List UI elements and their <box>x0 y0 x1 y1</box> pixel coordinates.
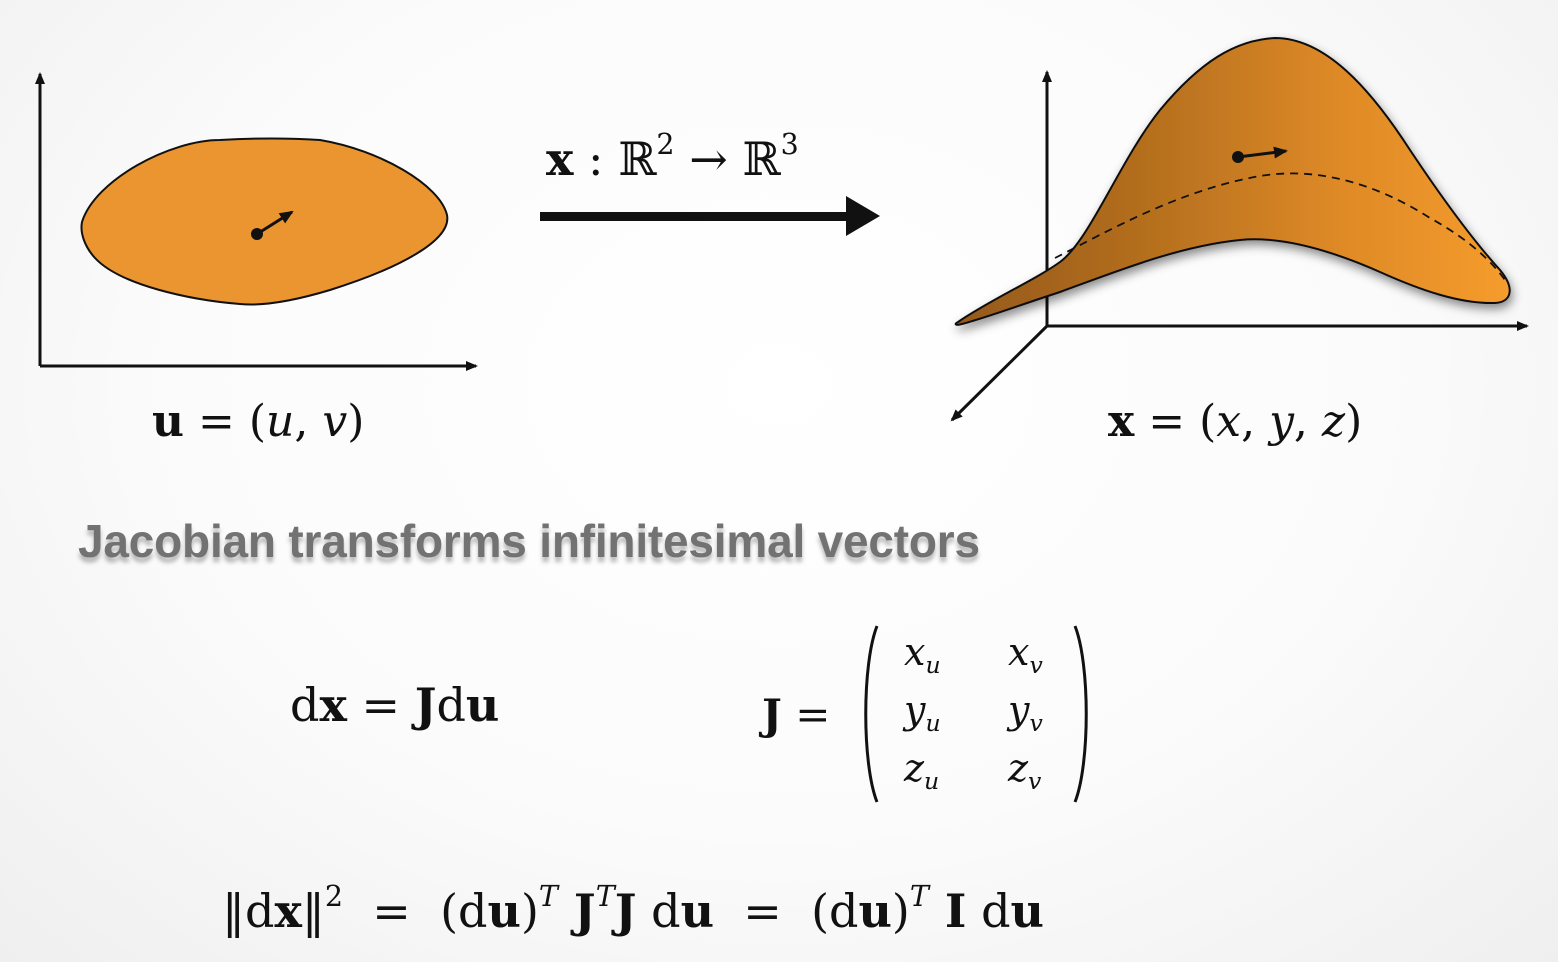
eq2-eq2: = <box>714 884 812 938</box>
cell-var: y <box>904 688 926 732</box>
map-x: x <box>546 132 574 186</box>
eq2-x: x <box>274 884 302 938</box>
cell-r2c0: zu <box>904 746 939 795</box>
jacobian-matrix: xu xv yu yv zu zv <box>860 624 1092 804</box>
jacobian-lhs: J = <box>762 690 830 739</box>
eq2-p1c: ) <box>520 884 539 938</box>
param-eq: = ( <box>184 396 267 447</box>
eq2-norm-open: ‖d <box>222 884 275 938</box>
param-close: ) <box>347 396 365 447</box>
jacobian-equation: dx = Jdu <box>290 678 499 732</box>
cell-sub: v <box>1029 651 1043 680</box>
eq2-u5: u <box>1010 884 1044 938</box>
cell-sub: u <box>924 767 940 796</box>
cell-sub: v <box>1028 767 1042 796</box>
right-paren <box>1073 625 1088 803</box>
left-paren <box>864 625 879 803</box>
eq2-p1: (d <box>440 884 488 938</box>
pos-y: y <box>1269 396 1294 447</box>
jac-J: J <box>762 690 782 739</box>
position-label: x = (x, y, z) <box>1108 396 1362 447</box>
cell-sub: u <box>925 651 941 680</box>
tangent-vector-left <box>251 210 294 240</box>
left-axes <box>35 72 478 371</box>
map-arrow-symbol: → <box>674 132 743 186</box>
cell-var: y <box>1008 688 1030 732</box>
eq1-d1: d <box>290 678 320 732</box>
eq1-d2: d <box>436 678 466 732</box>
map-arrow <box>540 196 880 236</box>
eq2-eq1: = <box>343 884 441 938</box>
section-heading: Jacobian transforms infinitesimal vector… <box>78 515 980 567</box>
eq2-d5: d <box>966 884 1011 938</box>
eq1-eq: = <box>346 678 415 732</box>
eq2-J1: J <box>557 884 596 938</box>
cell-var: z <box>1008 746 1029 790</box>
param-v: v <box>322 396 348 447</box>
eq2-T2: T <box>595 879 615 913</box>
eq1-J: J <box>414 678 437 732</box>
map-domain-exp: 2 <box>656 127 675 161</box>
cell-var: z <box>904 746 925 790</box>
param-u: u <box>266 396 295 447</box>
eq2-d3: d <box>636 884 681 938</box>
eq1-x: x <box>319 678 347 732</box>
parameter-label: u = (u, v) <box>152 396 364 447</box>
eq2-u3: u <box>680 884 715 938</box>
cell-var: x <box>1008 630 1030 674</box>
pos-sep1: , <box>1241 396 1270 447</box>
jac-eq: = <box>781 690 831 739</box>
map-domain: ℝ <box>618 132 657 186</box>
surface-curve-dashed <box>1054 172 1506 281</box>
map-colon: : <box>573 132 619 186</box>
eq2-J2: J <box>614 884 637 938</box>
cell-r0c0: xu <box>904 630 941 679</box>
map-label: x : ℝ2 → ℝ3 <box>546 128 799 186</box>
eq2-T1: T <box>538 879 558 913</box>
param-sep: , <box>294 396 323 447</box>
eq2-norm-close: ‖ <box>301 884 325 938</box>
cell-sub: u <box>925 709 941 738</box>
cell-r0c1: xv <box>1008 630 1043 679</box>
pos-x-bold: x <box>1108 396 1135 447</box>
pos-close: ) <box>1345 396 1363 447</box>
pos-x: x <box>1216 396 1242 447</box>
eq2-u4: u <box>858 884 892 938</box>
cell-r1c0: yu <box>904 688 941 737</box>
eq2-I: I <box>928 884 967 938</box>
cell-r2c1: zv <box>1008 746 1041 795</box>
pos-z: z <box>1321 396 1346 447</box>
pos-sep2: , <box>1293 396 1322 447</box>
eq2-p2: (d <box>811 884 859 938</box>
cell-sub: v <box>1029 709 1043 738</box>
eq2-p2c: ) <box>891 884 910 938</box>
param-u-bold: u <box>152 396 184 447</box>
map-codomain: ℝ <box>742 132 781 186</box>
parameter-domain-shape <box>80 137 449 306</box>
cell-r1c1: yv <box>1008 688 1043 737</box>
mapped-surface <box>954 36 1511 326</box>
metric-equation: ‖dx‖2 = (du)T JTJ du = (du)T I du <box>222 880 1044 938</box>
cell-var: x <box>904 630 926 674</box>
eq2-T3: T <box>909 879 929 913</box>
eq1-u: u <box>465 678 500 732</box>
tangent-vector-right <box>1232 146 1288 163</box>
pos-eq: = ( <box>1134 396 1217 447</box>
map-codomain-exp: 3 <box>780 127 799 161</box>
eq2-u1: u <box>487 884 521 938</box>
eq2-pow: 2 <box>324 879 344 913</box>
